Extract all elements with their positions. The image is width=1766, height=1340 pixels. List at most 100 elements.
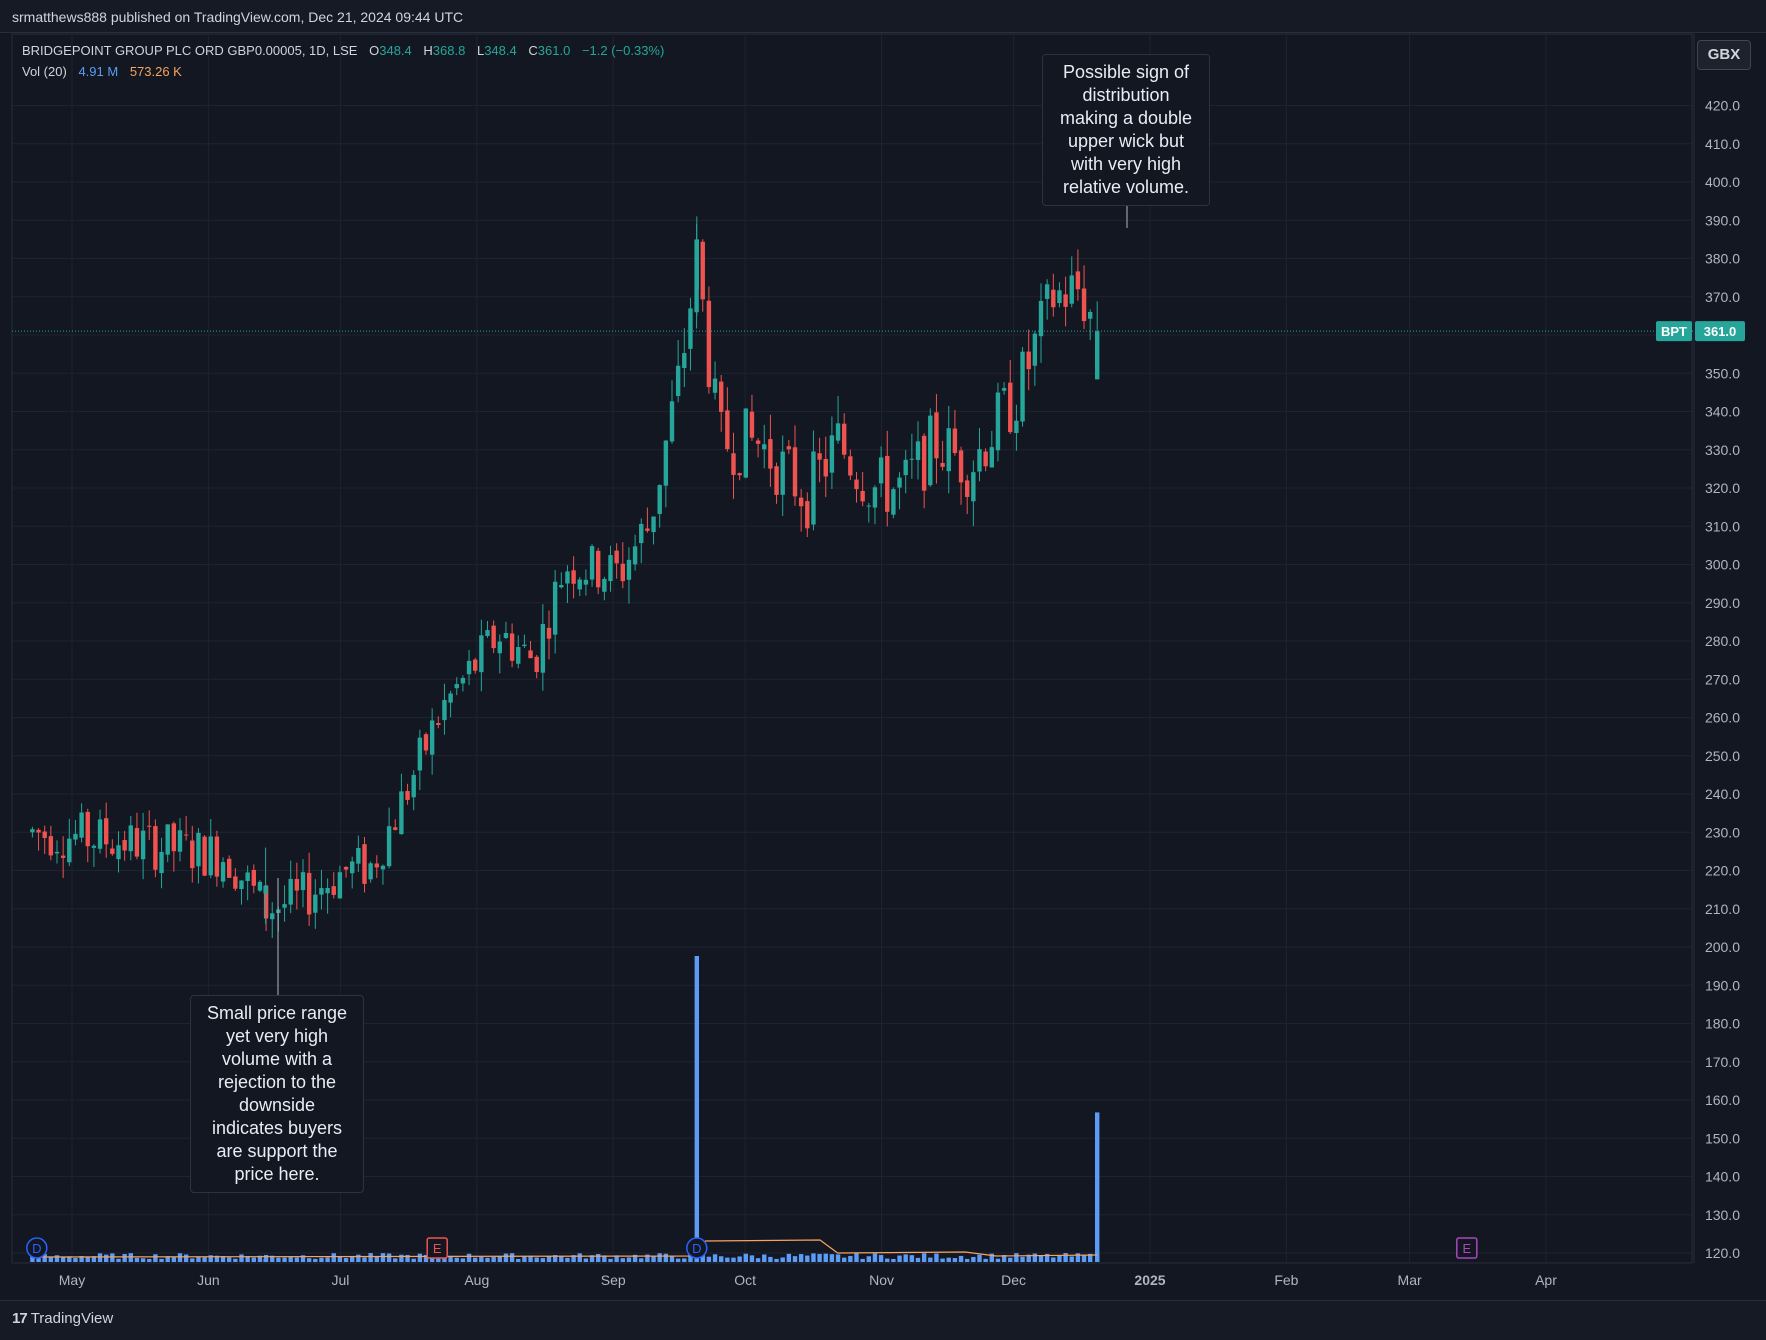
volume-bar xyxy=(343,1257,349,1262)
annotation-top[interactable]: Possible sign of distribution making a d… xyxy=(1042,54,1210,206)
candle-body xyxy=(675,365,681,397)
price-tick-label: 310.0 xyxy=(1705,518,1740,534)
volume-bar xyxy=(36,1256,41,1262)
price-tick-label: 290.0 xyxy=(1705,595,1740,611)
annotation-bottom-line: are support the xyxy=(216,1141,338,1161)
candle-body xyxy=(1044,284,1050,299)
volume-bar xyxy=(448,1255,453,1262)
volume-bar xyxy=(829,1254,835,1262)
candle-body xyxy=(885,455,890,512)
candle-body xyxy=(952,428,958,454)
volume-bar xyxy=(331,1253,336,1262)
volume-bar xyxy=(159,1258,164,1262)
volume-bar xyxy=(85,1256,90,1262)
volume-bar xyxy=(651,1256,656,1262)
candle-body xyxy=(509,633,515,661)
candle-body xyxy=(411,774,416,798)
volume-bar xyxy=(79,1256,84,1262)
event-marker-label: E xyxy=(1462,1241,1471,1256)
volume-bar xyxy=(374,1256,379,1262)
volume-bar xyxy=(719,1256,724,1262)
volume-bar xyxy=(60,1257,66,1262)
candle-body xyxy=(626,559,632,580)
candle-body xyxy=(386,826,392,867)
candle-body xyxy=(85,811,90,847)
volume-bar xyxy=(497,1255,502,1262)
candle-body xyxy=(798,497,804,507)
tradingview-logo[interactable]: 17 TradingView xyxy=(12,1310,113,1327)
candle-body xyxy=(983,451,988,467)
annotation-bottom-line: volume with a xyxy=(221,1049,333,1069)
close-value: 361.0 xyxy=(537,43,571,58)
price-tick-label: 130.0 xyxy=(1705,1207,1740,1223)
candle-body xyxy=(1063,294,1068,307)
volume-bar xyxy=(565,1257,570,1262)
candle-body xyxy=(183,834,189,836)
price-tick-label: 330.0 xyxy=(1705,442,1740,458)
candle-body xyxy=(909,458,915,460)
candle-body xyxy=(319,888,324,895)
volume-bar xyxy=(245,1256,250,1262)
candle-body xyxy=(436,723,441,725)
volume-legend[interactable]: Vol (20) 4.91 M 573.26 K xyxy=(22,64,182,79)
volume-bar xyxy=(442,1256,447,1262)
candle-body xyxy=(1001,388,1007,391)
volume-bar xyxy=(798,1254,804,1262)
candle-body xyxy=(196,832,201,867)
candle-body xyxy=(946,428,951,472)
candle-body xyxy=(42,831,47,838)
candle-body xyxy=(497,641,502,654)
volume-bar xyxy=(989,1253,994,1262)
currency-button[interactable]: GBX xyxy=(1697,40,1751,70)
volume-bar xyxy=(306,1258,312,1262)
candle-body xyxy=(282,904,287,908)
volume-bar xyxy=(417,1253,423,1262)
volume-bar xyxy=(1008,1257,1013,1262)
candle-body xyxy=(848,456,853,476)
volume-bar xyxy=(706,1256,712,1262)
annotation-bottom-line: Small price range xyxy=(206,1003,348,1023)
volume-bar xyxy=(485,1257,490,1262)
volume-bar xyxy=(891,1258,896,1262)
volume-bar xyxy=(786,1253,792,1262)
candle-body xyxy=(614,550,619,564)
candle-body xyxy=(306,872,312,915)
volume-bar xyxy=(257,1255,263,1262)
candle-body xyxy=(989,447,994,468)
symbol-title[interactable]: BRIDGEPOINT GROUP PLC ORD GBP0.00005, 1D… xyxy=(22,43,358,58)
volume-bar xyxy=(811,1253,816,1262)
candle-body xyxy=(534,656,539,672)
volume-bar xyxy=(632,1254,638,1262)
candle-body xyxy=(159,851,164,874)
volume-bar xyxy=(1044,1253,1050,1262)
symbol-legend[interactable]: BRIDGEPOINT GROUP PLC ORD GBP0.00005, 1D… xyxy=(22,43,664,58)
candle-body xyxy=(565,571,570,584)
low-label: L xyxy=(476,43,485,58)
candle-body xyxy=(479,635,484,673)
volume-bar xyxy=(712,1254,718,1262)
price-tick-label: 270.0 xyxy=(1705,671,1740,687)
volume-bar xyxy=(337,1256,343,1262)
volume-bar xyxy=(915,1257,921,1262)
volume-bar xyxy=(516,1258,521,1262)
candle-body xyxy=(792,447,798,497)
candle-body xyxy=(491,625,496,649)
volume-bar xyxy=(134,1257,140,1262)
volume-bar xyxy=(559,1255,564,1262)
volume-bar xyxy=(897,1255,902,1262)
annotation-bottom[interactable]: Small price range yet very high volume w… xyxy=(190,995,364,1193)
tradingview-mark-icon: 17 xyxy=(12,1310,28,1327)
volume-label[interactable]: Vol (20) xyxy=(22,64,67,79)
price-tick-label: 370.0 xyxy=(1705,289,1740,305)
volume-bar xyxy=(639,1258,644,1262)
volume-bar xyxy=(214,1255,220,1262)
volume-bar xyxy=(675,1258,681,1262)
candle-body xyxy=(399,791,404,835)
volume-bar xyxy=(878,1255,884,1262)
annotation-top-line: distribution xyxy=(1082,85,1170,105)
volume-bar xyxy=(288,1256,293,1262)
volume-bar xyxy=(454,1257,459,1262)
annotation-bottom-line: price here. xyxy=(234,1164,320,1184)
volume-bar xyxy=(755,1258,761,1262)
volume-bar xyxy=(700,1254,705,1262)
